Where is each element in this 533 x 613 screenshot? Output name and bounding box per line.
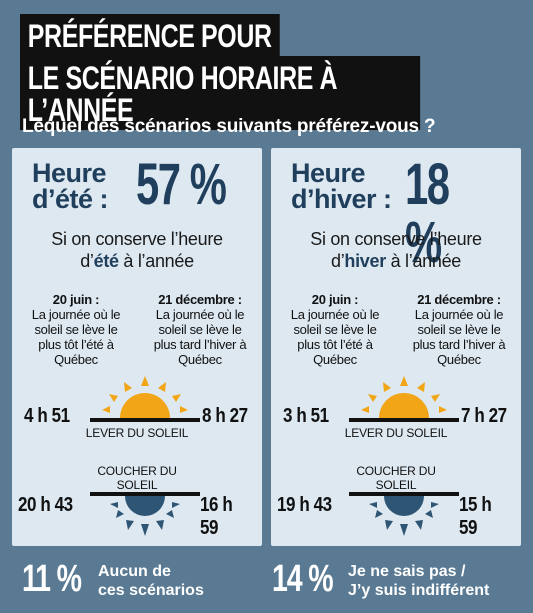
date-text: La journée où le soleil se lève le plus … bbox=[31, 307, 121, 367]
scenario-word: hiver bbox=[344, 251, 386, 271]
date-text: La journée où le soleil se lève le plus … bbox=[412, 307, 506, 367]
title-line-1: PRÉFÉRENCE POUR bbox=[20, 14, 280, 56]
lever-label: LEVER DU SOLEIL bbox=[344, 426, 448, 440]
scenario-suffix: à l’année bbox=[385, 251, 462, 271]
date-december: 21 décembre : La journée où le soleil se… bbox=[150, 292, 250, 367]
sunset-june: 20 h 43 bbox=[18, 494, 73, 516]
label-indifferent: Je ne sais pas / J’y suis indifférent bbox=[348, 562, 489, 600]
date-title: 21 décembre : bbox=[158, 292, 242, 307]
label-line-2: J’y suis indifférent bbox=[348, 582, 490, 599]
label-line-1: Aucun de bbox=[98, 563, 171, 580]
sunrise-icon bbox=[349, 376, 459, 422]
date-text: La journée où le soleil se lève le plus … bbox=[290, 307, 380, 367]
scenario-prefix: d’ bbox=[80, 251, 94, 271]
lever-label: LEVER DU SOLEIL bbox=[85, 426, 189, 440]
panel-heure-hiver: Heure d’hiver : 18 % Si on conserve l’he… bbox=[271, 148, 521, 546]
date-june: 20 juin : La journée où le soleil se lèv… bbox=[26, 292, 126, 367]
date-title: 21 décembre : bbox=[417, 292, 501, 307]
sunrise-june: 4 h 51 bbox=[24, 405, 70, 427]
heading-line-2: d’hiver : bbox=[291, 184, 392, 214]
date-title: 20 juin : bbox=[52, 292, 100, 307]
sunset-december: 16 h 59 bbox=[200, 494, 233, 539]
heading-line-1: Heure bbox=[32, 158, 107, 188]
percent-none: 11 % bbox=[22, 558, 82, 600]
sunset-june: 19 h 43 bbox=[277, 494, 332, 516]
percent-indifferent: 14 % bbox=[272, 558, 334, 600]
sunset-icon bbox=[90, 492, 200, 536]
sunrise-december: 8 h 27 bbox=[202, 405, 248, 427]
percent-value: 18 % bbox=[405, 152, 450, 275]
panel-heading: Heure d’hiver : bbox=[291, 158, 392, 214]
title-line-2: LE SCÉNARIO HORAIRE À L’ANNÉE bbox=[20, 56, 421, 130]
scenario-line-1: Si on conserve l’heure bbox=[51, 229, 223, 249]
percent-value: 57 % bbox=[136, 152, 227, 217]
scenario-line-2: d’hiver à l’année bbox=[271, 250, 521, 272]
sunrise-june: 3 h 51 bbox=[283, 405, 329, 427]
scenario-suffix: à l’année bbox=[118, 251, 194, 271]
date-text: La journée où le soleil se lève le plus … bbox=[153, 307, 247, 367]
sunrise-icon bbox=[90, 376, 200, 422]
label-line-2: ces scénarios bbox=[98, 582, 204, 599]
date-title: 20 juin : bbox=[311, 292, 359, 307]
label-none: Aucun de ces scénarios bbox=[98, 562, 204, 600]
survey-question: Lequel des scénarios suivants préférez-v… bbox=[22, 116, 436, 137]
scenario-prefix: d’ bbox=[330, 251, 345, 271]
heading-line-2: d’été : bbox=[32, 184, 109, 214]
coucher-label: COUCHER DU SOLEIL bbox=[97, 464, 177, 492]
label-line-1: Je ne sais pas / bbox=[348, 563, 466, 580]
heading-line-1: Heure bbox=[291, 158, 366, 188]
sunset-december: 15 h 59 bbox=[459, 494, 492, 539]
date-june: 20 juin : La journée où le soleil se lèv… bbox=[285, 292, 385, 367]
coucher-label: COUCHER DU SOLEIL bbox=[356, 464, 436, 492]
scenario-line-1: Si on conserve l’heure bbox=[310, 229, 482, 249]
panel-heure-ete: Heure d’été : 57 % Si on conserve l’heur… bbox=[12, 148, 262, 546]
scenario-line-2: d’été à l’année bbox=[12, 250, 262, 272]
panel-heading: Heure d’été : bbox=[32, 158, 109, 214]
scenario-word: été bbox=[93, 251, 119, 271]
sunset-icon bbox=[349, 492, 459, 536]
date-december: 21 décembre : La journée où le soleil se… bbox=[409, 292, 509, 367]
sunrise-december: 7 h 27 bbox=[461, 405, 507, 427]
